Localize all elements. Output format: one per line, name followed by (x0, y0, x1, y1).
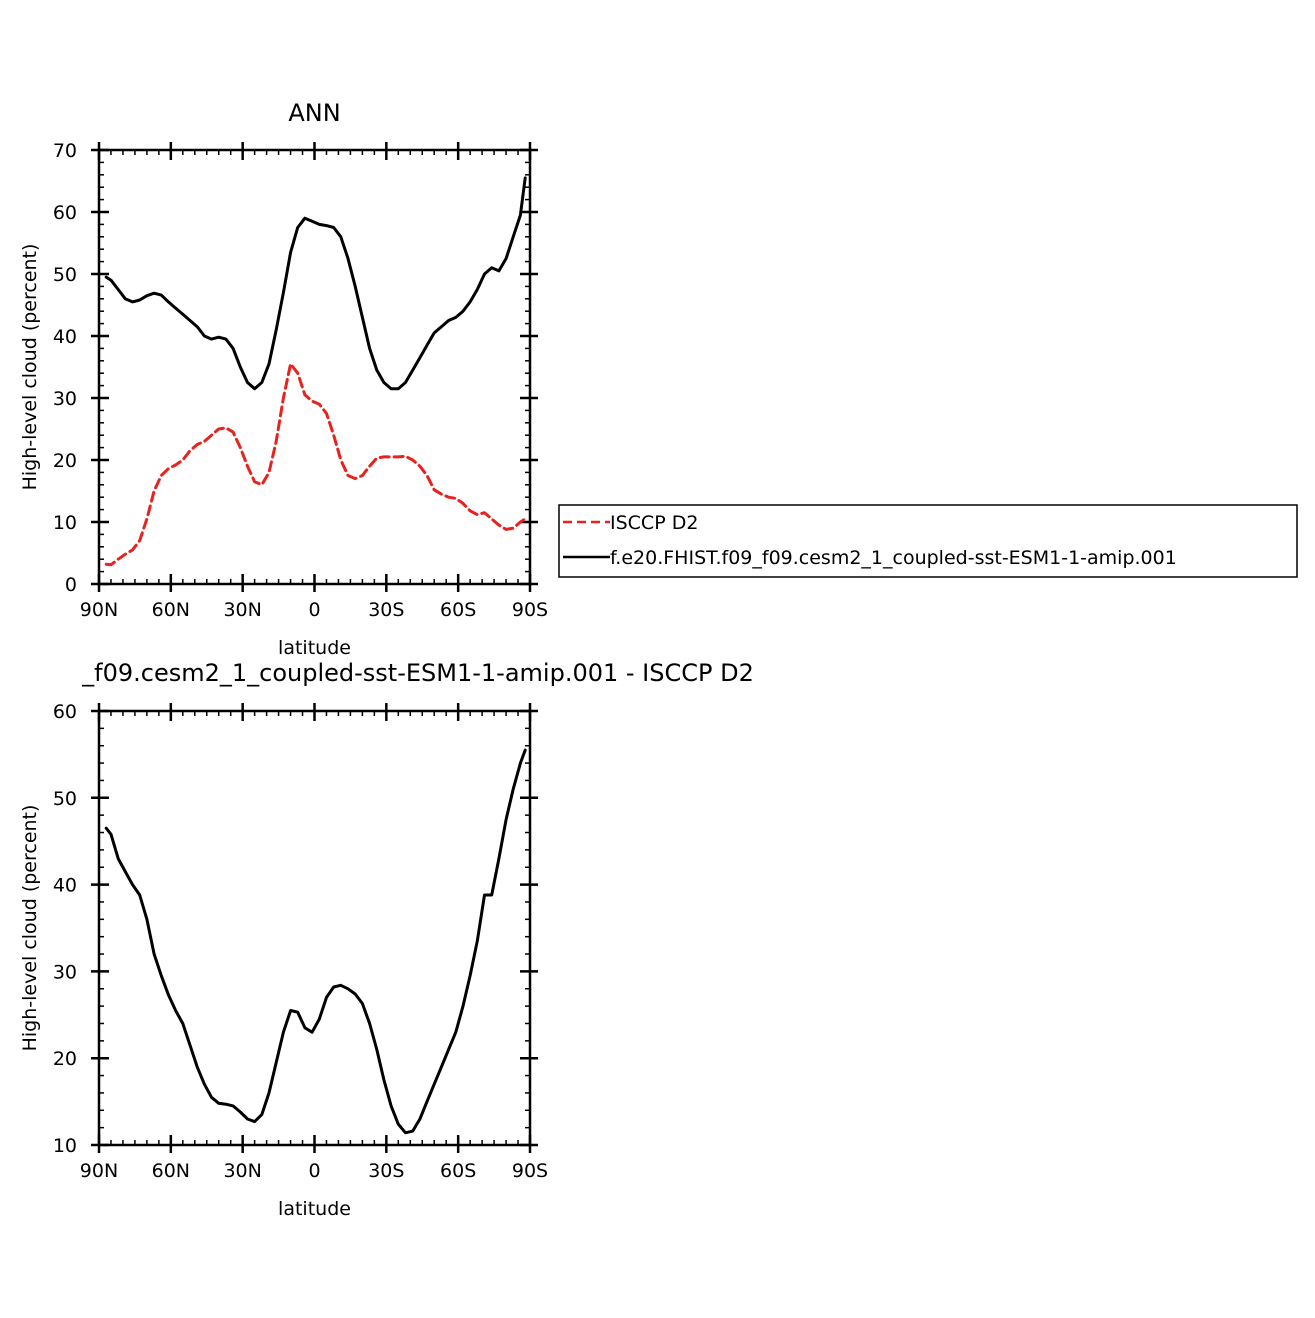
series-line-0 (104, 362, 527, 567)
x-tick-label: 60S (440, 599, 476, 621)
x-tick-label: 0 (308, 599, 320, 621)
plot-frame (97, 709, 532, 1147)
y-tick-label: 20 (53, 450, 77, 472)
y-tick-label: 50 (53, 264, 77, 286)
legend-box (558, 504, 1298, 578)
plot-area: 90N 60N 30N 0 30S 60S 90S 10 20 30 40 50 60 (53, 701, 548, 1182)
legend-label-isccp: ISCCP D2 (610, 512, 698, 534)
y-tick-label: 50 (53, 788, 77, 810)
y-tick-label: 40 (53, 326, 77, 348)
y-tick-label: 10 (53, 512, 77, 534)
x-axis-label: latitude (278, 637, 351, 659)
x-tick-label: 60N (152, 1160, 190, 1182)
series-line-1 (104, 176, 527, 391)
y-tick-label: 60 (53, 202, 77, 224)
y-tick-label: 60 (53, 701, 77, 723)
x-tick-label: 60N (152, 599, 190, 621)
y-tick-label: 0 (65, 574, 77, 596)
x-tick-label: 90S (512, 1160, 548, 1182)
y-tick-label: 20 (53, 1048, 77, 1070)
x-tick-label: 30S (368, 1160, 404, 1182)
plot-frame (97, 148, 532, 586)
x-tick-label: 90N (80, 599, 118, 621)
y-axis-label: High-level cloud (percent) (19, 805, 41, 1052)
x-tick-label: 30S (368, 599, 404, 621)
plot-area: 90N 60N 30N 0 30S 60S 90S 0 10 20 30 40 50 60 70 (53, 140, 548, 621)
x-tick-label: 30N (223, 599, 261, 621)
x-axis-label: latitude (278, 1198, 351, 1220)
chart-title: ANN (288, 99, 340, 127)
y-tick-label: 10 (53, 1135, 77, 1157)
series-line-0 (104, 748, 527, 1135)
y-axis-label: High-level cloud (percent) (19, 244, 41, 491)
y-tick-label: 70 (53, 140, 77, 162)
x-tick-label: 30N (223, 1160, 261, 1182)
y-tick-label: 30 (53, 388, 77, 410)
legend-label-model: f.e20.FHIST.f09_f09.cesm2_1_coupled-sst-… (610, 547, 1177, 569)
x-tick-label: 0 (308, 1160, 320, 1182)
y-tick-label: 30 (53, 961, 77, 983)
y-tick-label: 40 (53, 875, 77, 897)
legend: ISCCP D2 f.e20.FHIST.f09_f09.cesm2_1_cou… (558, 504, 1298, 578)
x-tick-label: 60S (440, 1160, 476, 1182)
chart-panel-difference: _f09.cesm2_1_coupled-sst-ESM1-1-amip.001… (19, 659, 754, 1220)
chart-panel-annual: ANN 90N 60N 30N 0 30S 60S 90S 0 10 20 30 40 50 60 70 l… (19, 99, 1298, 659)
x-tick-label: 90N (80, 1160, 118, 1182)
x-tick-label: 90S (512, 599, 548, 621)
chart-title: _f09.cesm2_1_coupled-sst-ESM1-1-amip.001… (81, 659, 754, 687)
